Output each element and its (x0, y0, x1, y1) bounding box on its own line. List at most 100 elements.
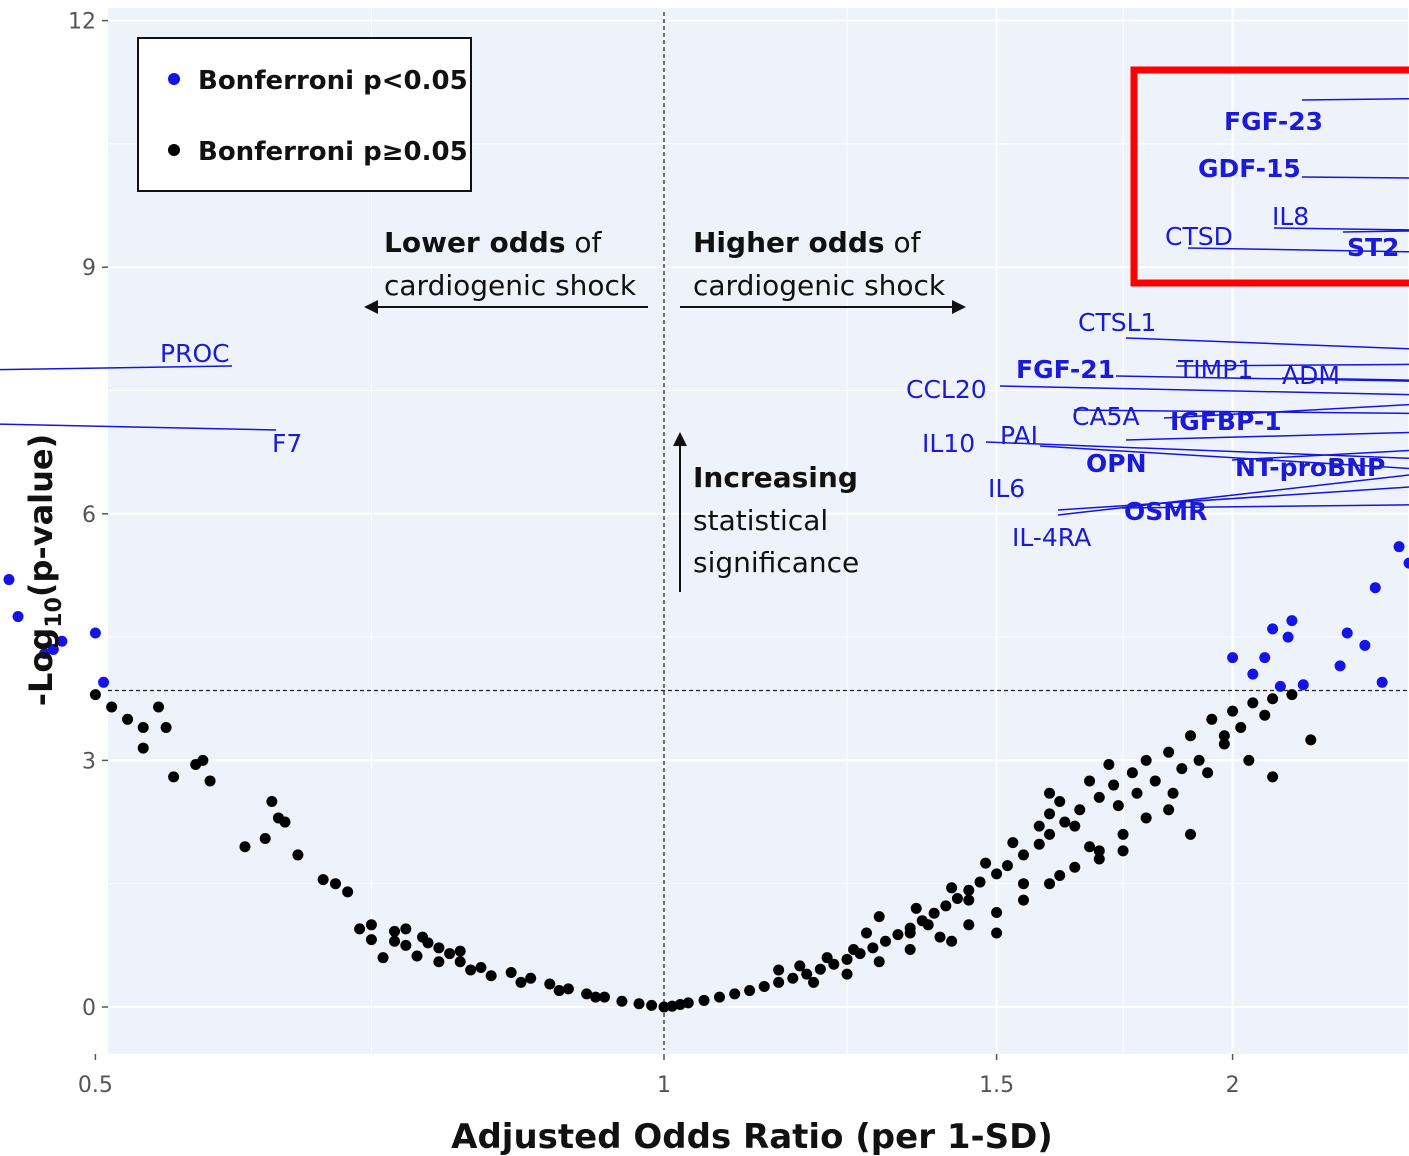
point-significant (1334, 660, 1346, 672)
point-nonsignificant (1018, 849, 1030, 861)
point-nonsignificant (951, 892, 963, 904)
point-nonsignificant (940, 900, 952, 912)
point-nonsignificant (1185, 828, 1197, 840)
point-nonsignificant (1054, 796, 1066, 807)
point-label: GDF-15 (1198, 154, 1301, 183)
point-nonsignificant (682, 997, 694, 1009)
legend-swatch-significant (168, 73, 180, 85)
point-nonsignificant (160, 722, 172, 734)
point-nonsignificant (841, 953, 853, 965)
point-label: CA5A (1072, 402, 1140, 431)
point-nonsignificant (292, 849, 304, 861)
point-nonsignificant (204, 775, 216, 787)
point-nonsignificant (1007, 837, 1019, 849)
point-nonsignificant (808, 976, 820, 988)
significance-line3: significance (693, 546, 859, 579)
point-nonsignificant (1267, 693, 1279, 705)
point-nonsignificant (1093, 791, 1105, 803)
point-nonsignificant (525, 972, 537, 984)
point-significant (39, 648, 51, 660)
point-label: ADM (1282, 361, 1340, 390)
point-nonsignificant (698, 994, 710, 1006)
point-nonsignificant (1093, 845, 1105, 857)
point-nonsignificant (873, 911, 885, 923)
point-nonsignificant (544, 978, 556, 990)
point-nonsignificant (389, 925, 401, 937)
x-tick-labels: 0.250.511.5234567 (78, 1054, 1240, 1098)
point-nonsignificant (744, 985, 756, 997)
point-nonsignificant (475, 962, 487, 974)
point-nonsignificant (137, 722, 149, 734)
point-nonsignificant (454, 945, 466, 957)
point-nonsignificant (1103, 759, 1115, 771)
point-nonsignificant (1112, 800, 1124, 812)
point-nonsignificant (991, 906, 1003, 918)
point-nonsignificant (1117, 828, 1129, 840)
label-connector (1187, 247, 1409, 253)
point-nonsignificant (365, 934, 377, 946)
point-label: OPN (1086, 449, 1147, 478)
point-nonsignificant (329, 878, 341, 890)
y-tick-label: 6 (82, 503, 96, 528)
point-nonsignificant (787, 972, 799, 984)
point-nonsignificant (758, 980, 770, 992)
point-nonsignificant (1117, 845, 1129, 857)
label-connector (1281, 377, 1409, 381)
point-nonsignificant (1044, 828, 1056, 840)
point-nonsignificant (991, 927, 1003, 939)
point-nonsignificant (963, 884, 975, 896)
point-nonsignificant (354, 923, 366, 935)
point-significant (1393, 541, 1405, 553)
point-nonsignificant (400, 939, 412, 951)
point-nonsignificant (1018, 878, 1030, 890)
point-nonsignificant (400, 923, 412, 935)
svg-text:-Log10(p-value): -Log10(p-value) (22, 434, 67, 707)
point-nonsignificant (922, 919, 934, 931)
y-tick-label: 9 (82, 256, 96, 281)
point-significant (1247, 668, 1259, 680)
significance-line2: statistical (693, 504, 828, 537)
point-nonsignificant (1305, 734, 1317, 746)
point-nonsignificant (1108, 779, 1120, 791)
x-axis-title: Adjusted Odds Ratio (per 1-SD) (451, 1117, 1053, 1156)
point-label: F7 (272, 429, 302, 458)
point-nonsignificant (867, 942, 879, 954)
label-connector (1073, 409, 1409, 415)
point-nonsignificant (1163, 746, 1175, 758)
legend-box (137, 37, 472, 192)
point-nonsignificant (1193, 754, 1205, 766)
point-nonsignificant (1149, 775, 1161, 787)
point-nonsignificant (1018, 894, 1030, 906)
point-nonsignificant (658, 1001, 670, 1013)
point-nonsignificant (963, 894, 975, 906)
point-nonsignificant (1163, 804, 1175, 816)
point-significant (1282, 631, 1294, 643)
top-hits-highlight-box (1130, 66, 1409, 287)
point-nonsignificant (860, 927, 872, 939)
point-nonsignificant (910, 902, 922, 914)
point-label: FGF-23 (1224, 107, 1323, 136)
point-nonsignificant (365, 919, 377, 931)
point-nonsignificant (729, 988, 741, 1000)
higher-odds-bold: Higher odds (693, 226, 885, 259)
point-label: IL6 (988, 474, 1025, 503)
point-nonsignificant (794, 960, 806, 972)
point-nonsignificant (1054, 869, 1066, 881)
y-tick-label: 0 (82, 996, 96, 1021)
point-nonsignificant (1126, 767, 1138, 779)
point-nonsignificant (928, 907, 940, 919)
point-nonsignificant (974, 876, 986, 888)
point-nonsignificant (342, 886, 354, 898)
point-nonsignificant (377, 952, 389, 964)
point-nonsignificant (1084, 841, 1096, 853)
point-label: ST2 (1347, 233, 1399, 262)
point-nonsignificant (433, 942, 445, 954)
point-nonsignificant (1286, 689, 1298, 701)
point-nonsignificant (1044, 808, 1056, 820)
point-nonsignificant (317, 874, 329, 886)
point-nonsignificant (1176, 763, 1188, 775)
reference-lines (108, 12, 1408, 1050)
point-significant (1259, 652, 1271, 664)
point-nonsignificant (137, 742, 149, 754)
point-nonsignificant (122, 713, 134, 725)
